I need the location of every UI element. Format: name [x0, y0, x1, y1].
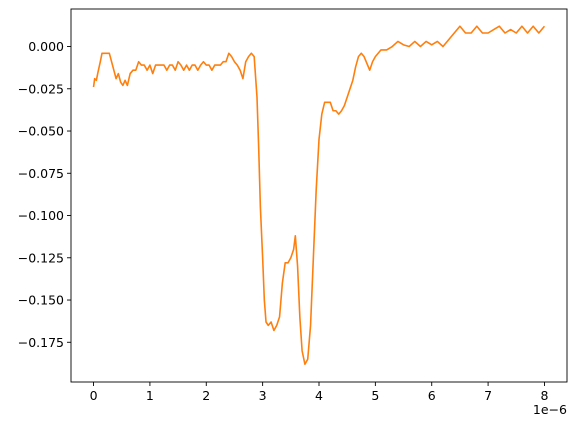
y-tick-label: −0.150	[18, 293, 64, 308]
plot-area	[92, 25, 546, 366]
x-tick-label: 5	[371, 388, 379, 403]
y-tick-label: −0.100	[18, 208, 64, 223]
series-line	[92, 25, 546, 366]
y-tick-label: −0.025	[18, 81, 64, 96]
x-tick-label: 2	[202, 388, 210, 403]
x-axis-offset-label: 1e−6	[533, 402, 567, 417]
x-tick-label: 4	[315, 388, 323, 403]
y-tick-label: −0.050	[18, 124, 64, 139]
y-axis: 0.000 −0.025 −0.050 −0.075 −0.100 −0.125 −0.15…	[18, 39, 71, 350]
axes-frame	[70, 8, 568, 383]
y-tick-label: −0.125	[18, 250, 64, 265]
y-tick-label: −0.175	[18, 335, 64, 350]
y-tick-label: 0.000	[28, 39, 64, 54]
x-tick-label: 8	[540, 388, 548, 403]
x-tick-label: 7	[484, 388, 492, 403]
x-axis: 0 1 2 3 4 5 6 7 8	[90, 382, 548, 403]
x-tick-label: 6	[428, 388, 436, 403]
x-tick-label: 3	[259, 388, 267, 403]
y-tick-label: −0.075	[18, 166, 64, 181]
x-tick-label: 1	[146, 388, 154, 403]
x-tick-label: 0	[90, 388, 98, 403]
